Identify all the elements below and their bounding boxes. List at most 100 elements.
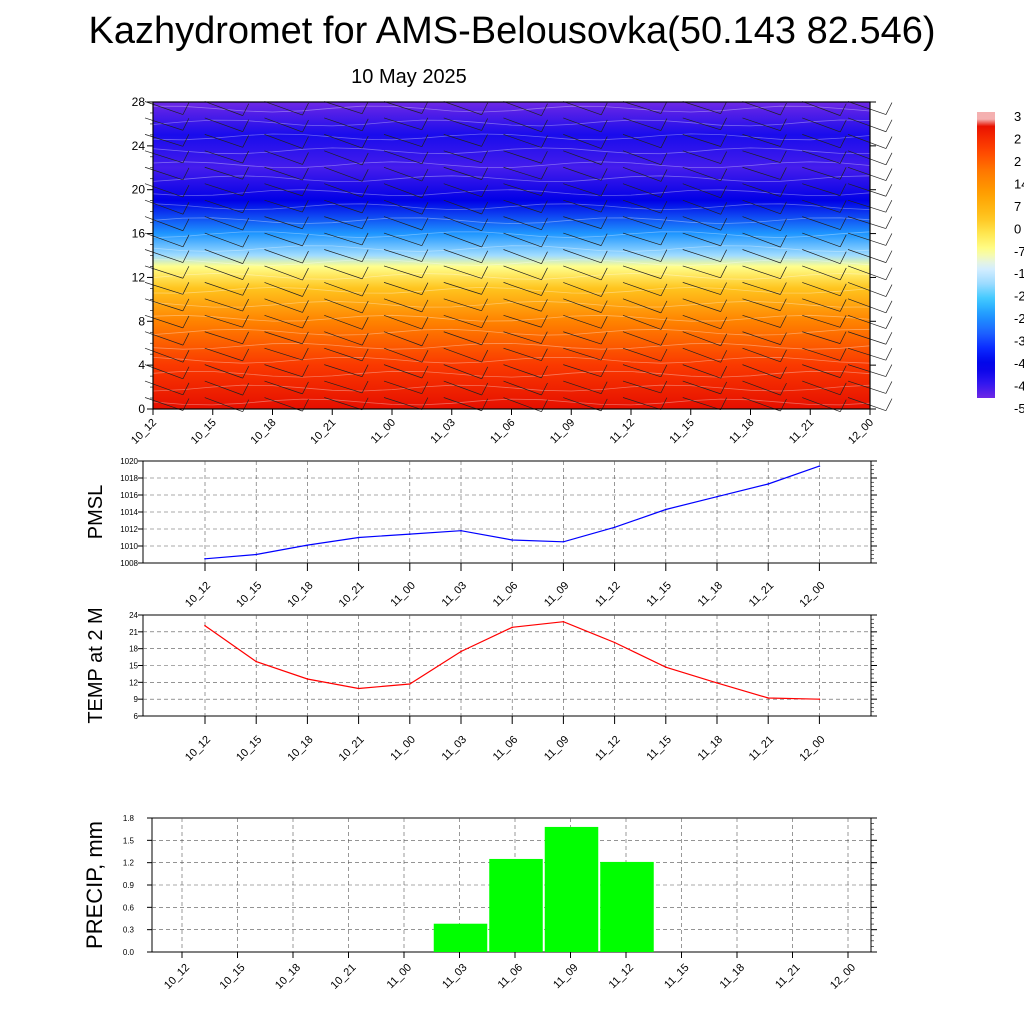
wind-barb	[264, 249, 303, 264]
wind-barb	[324, 282, 363, 297]
wind-barb-flag	[182, 250, 190, 263]
wind-barb-flag	[780, 167, 787, 180]
wind-barb	[622, 397, 661, 410]
wind-barb	[563, 364, 602, 377]
wind-barb	[742, 232, 781, 248]
wind-barb	[802, 101, 841, 116]
wind-barb-flag	[302, 119, 309, 133]
wind-barb-flag	[361, 135, 369, 149]
wind-barb	[144, 232, 184, 248]
wind-barb	[682, 380, 721, 395]
wind-barb	[802, 347, 841, 361]
y-tick-label: 0	[138, 402, 145, 416]
wind-barb	[443, 347, 482, 363]
x-tick-label: 11_09	[542, 734, 572, 764]
x-tick-label: 11_15	[662, 962, 692, 992]
wind-barb-flag	[885, 216, 893, 229]
wind-barb	[742, 199, 781, 215]
wind-barb-flag	[182, 350, 190, 363]
y-tick-label: 21	[129, 628, 138, 637]
wind-barb-flag	[885, 300, 893, 313]
wind-barb-flag	[600, 381, 608, 394]
wind-barb-flag	[242, 298, 249, 312]
wind-barb	[503, 331, 542, 345]
wind-barb-flag	[182, 332, 190, 346]
wind-barb	[204, 380, 243, 396]
wind-barb-flag	[885, 102, 893, 115]
wind-barb-flag	[839, 348, 847, 361]
data-point	[306, 678, 309, 680]
wind-barb	[682, 150, 721, 164]
wind-barb-flag	[780, 250, 787, 264]
wind-barb-flag	[481, 234, 489, 248]
wind-barb-flag	[660, 216, 668, 230]
wind-barb-flag	[302, 331, 309, 345]
wind-barb	[847, 232, 887, 246]
colorbar-label: -2	[1014, 311, 1024, 326]
x-tick-label: 11_06	[488, 417, 518, 447]
wind-barb	[742, 298, 781, 312]
wind-barb-flag	[242, 200, 250, 214]
y-axis-label: TEMP at 2 M	[85, 607, 107, 723]
wind-barb-flag	[481, 298, 488, 311]
wind-barb	[383, 314, 423, 330]
wind-barb	[383, 134, 423, 147]
x-tick-label: 11_03	[428, 417, 458, 447]
wind-barb-flag	[481, 315, 488, 328]
wind-barb	[443, 364, 482, 380]
x-tick-label: 11_21	[773, 962, 803, 992]
data-point	[665, 508, 667, 511]
wind-barb-flag	[600, 168, 608, 181]
wind-barb	[443, 331, 482, 346]
wind-barb-flag	[885, 284, 893, 297]
wind-barb-flag	[885, 398, 893, 411]
wind-barb-flag	[541, 234, 548, 248]
wind-barb	[324, 232, 363, 246]
data-point	[460, 650, 462, 653]
wind-barb-flag	[541, 348, 548, 361]
precip-panel: 0.0 0.3 0.6 0.9 1.2 1.5 1.8 10_12 10_15 10_18 10_2…	[82, 814, 877, 992]
wind-barb	[443, 314, 482, 329]
wind-barb-flag	[600, 331, 608, 345]
data-point	[716, 495, 718, 498]
wind-barb-flag	[839, 217, 847, 230]
wind-barb-flag	[839, 251, 847, 264]
wind-barb	[563, 216, 602, 229]
wind-barb	[847, 331, 887, 345]
data-point	[409, 683, 411, 685]
wind-barb-flag	[541, 103, 548, 116]
data-point	[767, 697, 769, 699]
wind-barb-flag	[720, 117, 727, 130]
wind-barb	[383, 183, 423, 199]
data-point	[665, 666, 667, 668]
wind-barb-flag	[885, 332, 893, 345]
wind-barb	[563, 282, 602, 297]
wind-barb	[503, 314, 542, 328]
wind-barb	[144, 298, 183, 312]
y-tick-label: 1016	[120, 491, 138, 500]
y-tick-label: 0.0	[123, 948, 135, 957]
wind-barb	[682, 298, 721, 312]
wind-barb	[204, 117, 243, 132]
wind-barb	[324, 314, 363, 330]
wind-barb	[204, 331, 243, 345]
wind-barb	[204, 347, 243, 362]
x-tick-label: 12_00	[846, 417, 876, 447]
wind-barb-flag	[885, 168, 893, 181]
wind-barb-flag	[660, 249, 668, 262]
chart-date: 10 May 2025	[351, 66, 467, 88]
y-tick-label: 4	[138, 358, 145, 372]
wind-barb	[144, 150, 183, 164]
wind-barb	[443, 265, 482, 279]
x-tick-label: 11_18	[696, 580, 726, 610]
wind-barb	[802, 232, 841, 248]
wind-barb	[503, 298, 542, 312]
wind-barb	[742, 380, 781, 396]
wind-barb-flag	[242, 234, 250, 248]
y-axis-label: PRECIP, mm	[82, 821, 107, 949]
wind-barb	[324, 364, 363, 378]
wind-barb-flag	[541, 183, 548, 196]
wind-barb-flag	[302, 199, 309, 213]
wind-barb	[324, 331, 363, 346]
wind-barb	[144, 282, 183, 295]
